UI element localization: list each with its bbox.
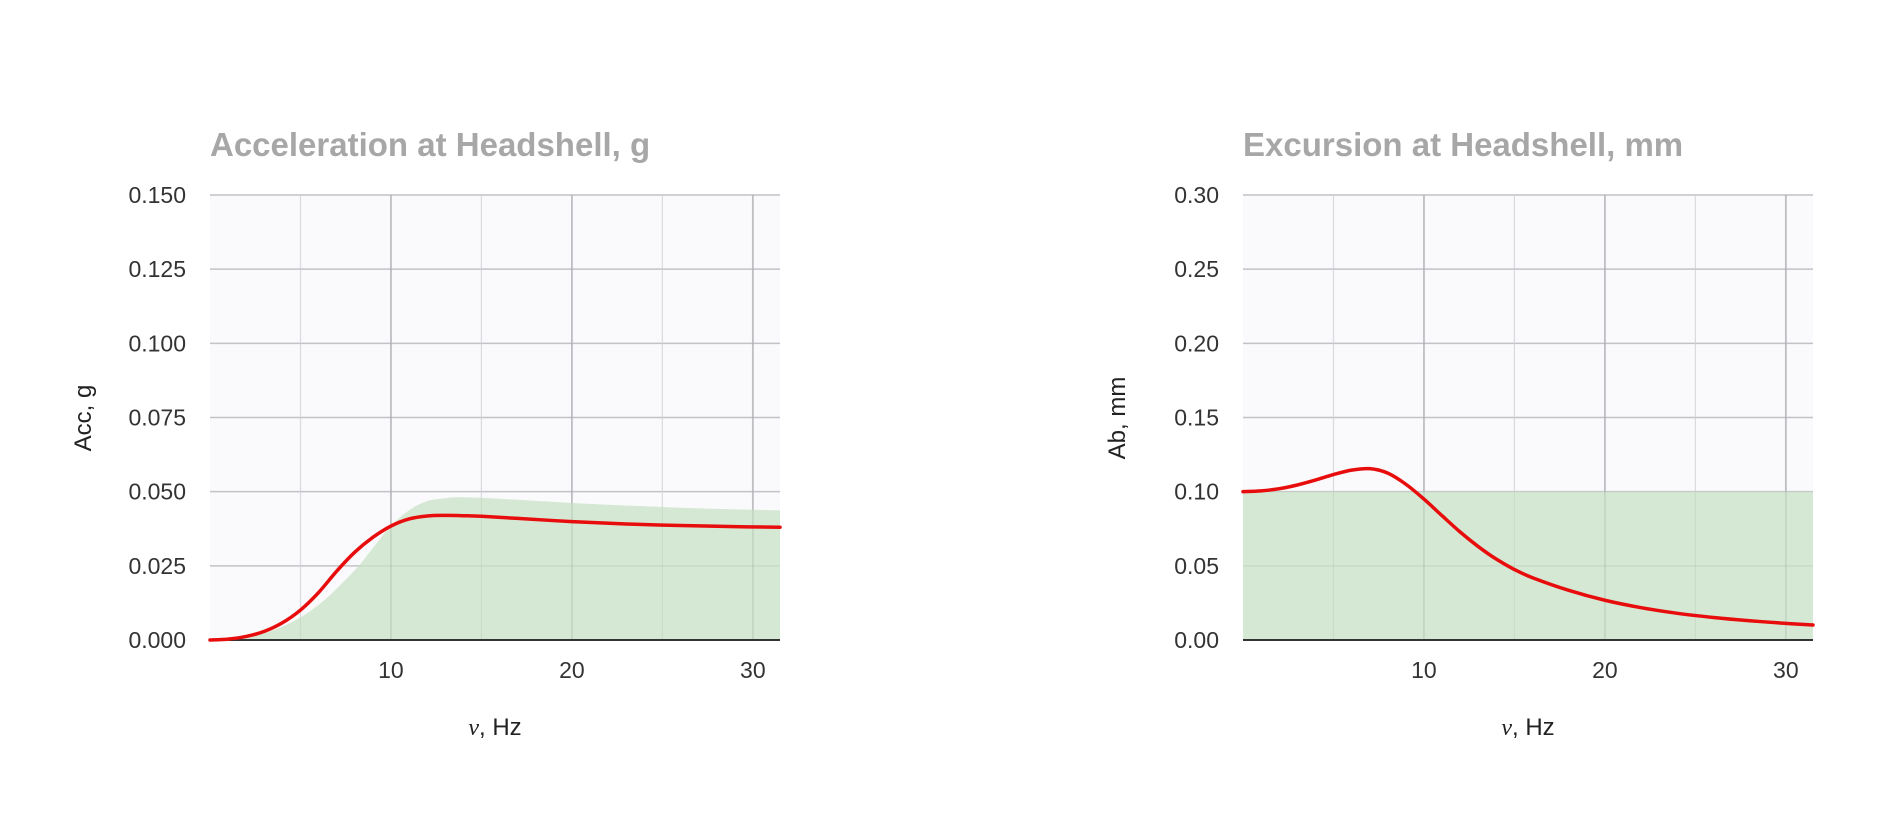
y-tick-label: 0.00: [1174, 627, 1219, 653]
y-tick-label: 0.000: [128, 627, 186, 653]
chart-title-excursion: Excursion at Headshell, mm: [1243, 126, 1683, 163]
y-tick-label: 0.15: [1174, 405, 1219, 431]
x-axis-label-excursion: ν, Hz: [1501, 714, 1554, 741]
x-tick-label: 20: [1592, 657, 1618, 683]
x-axis-unit-excursion: , Hz: [1512, 714, 1555, 741]
y-tick-label: 0.25: [1174, 256, 1219, 282]
band-excursion: [1243, 491, 1813, 640]
y-tick-label: 0.075: [128, 405, 186, 431]
y-tick-label: 0.150: [128, 182, 186, 208]
x-tick-label: 30: [1773, 657, 1799, 683]
x-axis-unit-acceleration: , Hz: [479, 714, 522, 741]
x-axis-symbol-acceleration: ν: [468, 715, 479, 741]
y-tick-label: 0.20: [1174, 330, 1219, 356]
chart-acceleration: Acceleration at Headshell, g 0.0000.0250…: [70, 126, 782, 741]
series-line-excursion: [1241, 466, 1815, 627]
grid-overlay-excursion: [1243, 194, 1813, 640]
y-axis-label-acceleration: Acc, g: [70, 385, 97, 452]
grid-overlay-acceleration: [210, 194, 780, 640]
y-tick-label: 0.05: [1174, 553, 1219, 579]
x-axis-symbol-excursion: ν: [1501, 715, 1512, 741]
series-line-acceleration: [208, 513, 782, 642]
y-tick-label: 0.050: [128, 479, 186, 505]
x-axis-label-acceleration: ν, Hz: [468, 714, 521, 741]
y-tick-label: 0.125: [128, 256, 186, 282]
band-acceleration: [210, 497, 780, 640]
x-tick-label: 20: [559, 657, 585, 683]
chart-title-acceleration: Acceleration at Headshell, g: [210, 126, 650, 163]
y-tick-label: 0.100: [128, 330, 186, 356]
y-tick-labels-excursion: 0.00 0.05 0.10 0.15 0.20 0.25 0.30: [1174, 182, 1219, 653]
x-tick-label: 30: [740, 657, 766, 683]
chart-excursion: Excursion at Headshell, mm 0.000.050.100…: [1104, 126, 1815, 741]
x-tick-labels-excursion: 10 20 30: [1411, 657, 1798, 683]
y-tick-label: 0.10: [1174, 479, 1219, 505]
y-tick-label: 0.025: [128, 553, 186, 579]
x-tick-labels-acceleration: 10 20 30: [378, 657, 765, 683]
x-tick-label: 10: [1411, 657, 1437, 683]
y-tick-label: 0.30: [1174, 182, 1219, 208]
y-tick-labels-acceleration: 0.000 0.025 0.050 0.075 0.100 0.125 0.150: [128, 182, 186, 653]
y-axis-label-excursion: Ab, mm: [1104, 377, 1131, 460]
x-tick-label: 10: [378, 657, 404, 683]
